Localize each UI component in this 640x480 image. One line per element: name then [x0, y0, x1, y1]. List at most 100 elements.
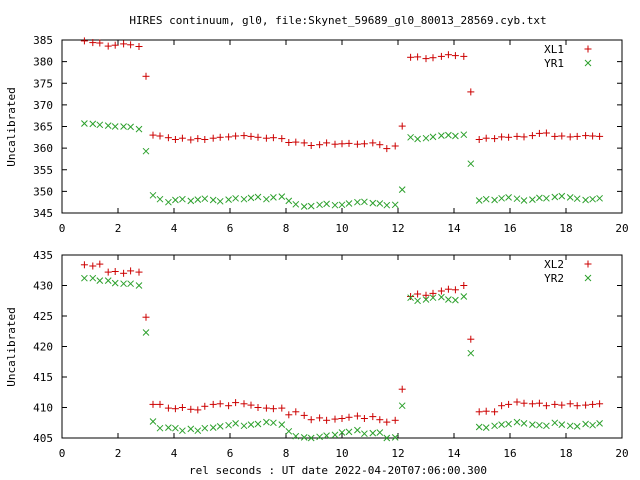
x-tick-label: 0 — [59, 222, 66, 235]
data-point-xl2 — [262, 404, 270, 412]
data-point-xl2 — [498, 402, 506, 410]
data-point-yr1 — [445, 131, 452, 139]
data-point-xl1 — [482, 134, 490, 142]
chart-title: HIRES continuum, gl0, file:Skynet_59689_… — [129, 14, 546, 27]
data-point-xl2 — [558, 401, 566, 409]
data-point-yr2 — [566, 422, 574, 430]
y-tick-label: 365 — [33, 121, 53, 134]
data-point-yr2 — [187, 425, 195, 433]
data-point-yr1 — [345, 200, 353, 207]
data-point-xl1 — [262, 134, 270, 142]
bottom-plot-frame — [61, 254, 623, 439]
data-point-xl2 — [164, 404, 172, 412]
data-point-xl1 — [391, 142, 399, 150]
data-point-xl1 — [247, 132, 255, 140]
data-point-yr2 — [475, 423, 483, 431]
data-point-yr2 — [573, 423, 581, 430]
data-point-xl2 — [414, 290, 422, 298]
data-point-yr2 — [582, 420, 589, 428]
data-point-xl2 — [331, 415, 339, 423]
data-point-yr1 — [156, 195, 164, 203]
data-point-yr2 — [383, 434, 391, 442]
data-point-xl1 — [120, 40, 128, 48]
data-point-yr2 — [263, 418, 270, 426]
data-point-xl1 — [573, 132, 581, 140]
data-point-xl2 — [520, 399, 528, 407]
data-point-xl2 — [551, 400, 559, 408]
data-point-xl1 — [353, 140, 361, 148]
data-point-yr2 — [414, 297, 421, 305]
data-point-yr1 — [111, 123, 119, 130]
x-tick-label: 18 — [559, 222, 572, 235]
data-point-yr1 — [482, 195, 490, 203]
data-point-xl1 — [171, 136, 179, 143]
data-point-xl1 — [566, 133, 574, 141]
legend-label-yr2: YR2 — [544, 272, 564, 285]
data-point-xl2 — [542, 402, 550, 410]
data-point-yr2 — [482, 424, 490, 431]
y-tick-label: 425 — [33, 310, 53, 323]
data-point-xl2 — [187, 405, 195, 413]
data-point-xl1 — [596, 132, 604, 140]
data-point-xl1 — [414, 53, 422, 61]
data-point-xl1 — [307, 142, 315, 149]
data-point-yr1 — [596, 194, 603, 202]
data-point-yr2 — [300, 434, 308, 441]
data-point-xl1 — [80, 37, 88, 45]
data-point-yr1 — [460, 131, 468, 139]
data-point-xl1 — [292, 138, 300, 146]
data-point-yr2 — [398, 402, 406, 410]
top-panel: Uncalibrated 0 2 4 6 8 10 12 14 16 18 20 345 350 355 3… — [5, 34, 629, 235]
data-point-yr2 — [225, 421, 232, 429]
data-point-xl2 — [278, 404, 286, 412]
y-tick-label: 430 — [33, 280, 53, 293]
data-point-yr1 — [391, 201, 399, 209]
data-point-yr1 — [247, 194, 255, 202]
y-tick-label: 350 — [33, 185, 53, 198]
data-point-xl2 — [491, 408, 499, 416]
data-point-yr1 — [467, 160, 475, 168]
data-point-xl1 — [278, 135, 286, 143]
y-tick-label: 420 — [33, 341, 53, 354]
data-point-yr2 — [345, 428, 353, 436]
y-tick-label: 435 — [33, 249, 53, 262]
x-tick-label: 20 — [615, 222, 628, 235]
data-point-yr1 — [104, 122, 112, 129]
y-tick-label: 345 — [33, 207, 53, 220]
data-point-xl1 — [338, 140, 346, 148]
data-point-xl2 — [269, 405, 277, 413]
data-point-xl1 — [96, 39, 104, 47]
data-point-yr2 — [179, 427, 186, 435]
data-point-xl2 — [467, 335, 475, 343]
data-point-yr2 — [278, 421, 286, 428]
data-point-xl1 — [225, 133, 233, 141]
x-tick-label: 16 — [503, 222, 516, 235]
x-tick-label: 18 — [559, 447, 572, 460]
data-point-yr1 — [543, 194, 550, 202]
legend-marker-yr2 — [584, 274, 592, 282]
data-point-xl1 — [589, 132, 597, 140]
y-tick-label: 375 — [33, 77, 53, 90]
data-point-xl2 — [240, 400, 248, 408]
data-point-xl2 — [353, 412, 361, 420]
data-point-yr1 — [285, 197, 293, 205]
y-tick-label: 405 — [33, 432, 53, 445]
y-tick-label: 380 — [33, 56, 53, 69]
data-point-yr1 — [407, 133, 414, 141]
data-point-xl1 — [475, 136, 483, 143]
data-point-yr2 — [369, 429, 377, 437]
data-point-yr2 — [120, 280, 127, 288]
data-point-xl1 — [89, 39, 97, 47]
data-point-yr2 — [429, 294, 437, 302]
data-point-xl1 — [135, 43, 143, 50]
data-point-xl1 — [407, 53, 415, 61]
data-point-yr2 — [520, 420, 528, 427]
data-point-yr1 — [505, 194, 512, 201]
data-point-xl2 — [178, 404, 186, 411]
data-point-yr1 — [165, 198, 172, 206]
data-point-yr1 — [429, 133, 437, 141]
data-point-xl1 — [285, 139, 293, 146]
legend-symbol-xl2 — [584, 260, 592, 268]
data-point-xl2 — [451, 286, 459, 294]
data-point-xl2 — [225, 402, 233, 410]
